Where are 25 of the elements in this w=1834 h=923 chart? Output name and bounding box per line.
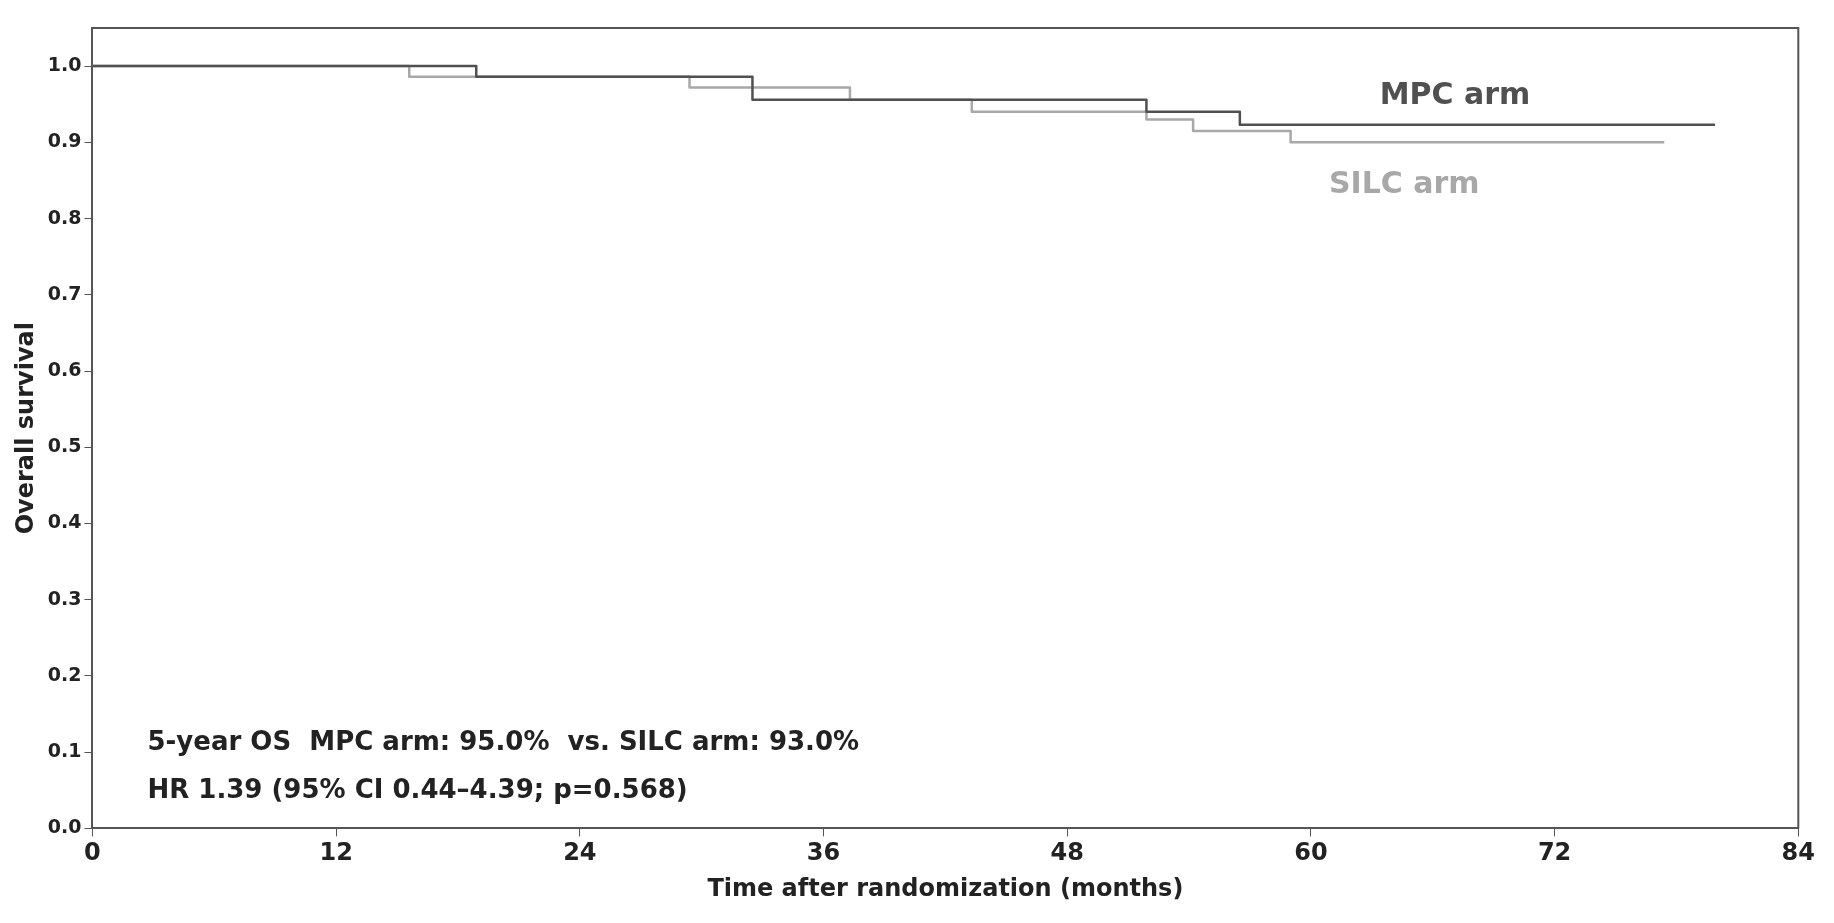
x-tick-label: 36 (806, 838, 841, 867)
y-tick-label: 0.8 (47, 205, 82, 228)
y-tick-label: 0.3 (47, 586, 82, 609)
y-tick-label: 0.9 (47, 129, 82, 152)
annotation: HR 1.39 (95% CI 0.44–4.39; p=0.568) (147, 774, 688, 805)
y-tick-label: 1.0 (47, 53, 82, 76)
x-tick-label: 60 (1294, 838, 1328, 867)
x-tick-label: 0 (84, 838, 101, 867)
series-label: MPC arm (1379, 75, 1531, 111)
y-tick-label: 0.6 (47, 357, 82, 380)
y-tick-label: 0.0 (47, 815, 82, 838)
annotation: 5-year OS MPC arm: 95.0% vs. SILC arm: 93.0% (147, 726, 860, 757)
y-tick-label: 0.7 (47, 281, 82, 304)
x-tick-label: 84 (1781, 838, 1815, 867)
series-label: SILC arm (1328, 165, 1480, 201)
y-tick-label: 0.5 (47, 434, 82, 457)
y-tick-label: 0.1 (47, 739, 82, 762)
y-tick-label: 0.4 (47, 510, 82, 533)
x-tick-label: 48 (1050, 838, 1084, 867)
y-axis-title: Overall survival (10, 322, 39, 535)
x-axis-title: Time after randomization (months) (707, 873, 1184, 902)
x-tick-label: 24 (563, 838, 597, 867)
y-tick-label: 0.2 (47, 662, 82, 685)
x-tick-label: 12 (319, 838, 353, 867)
x-tick-label: 72 (1537, 838, 1572, 867)
